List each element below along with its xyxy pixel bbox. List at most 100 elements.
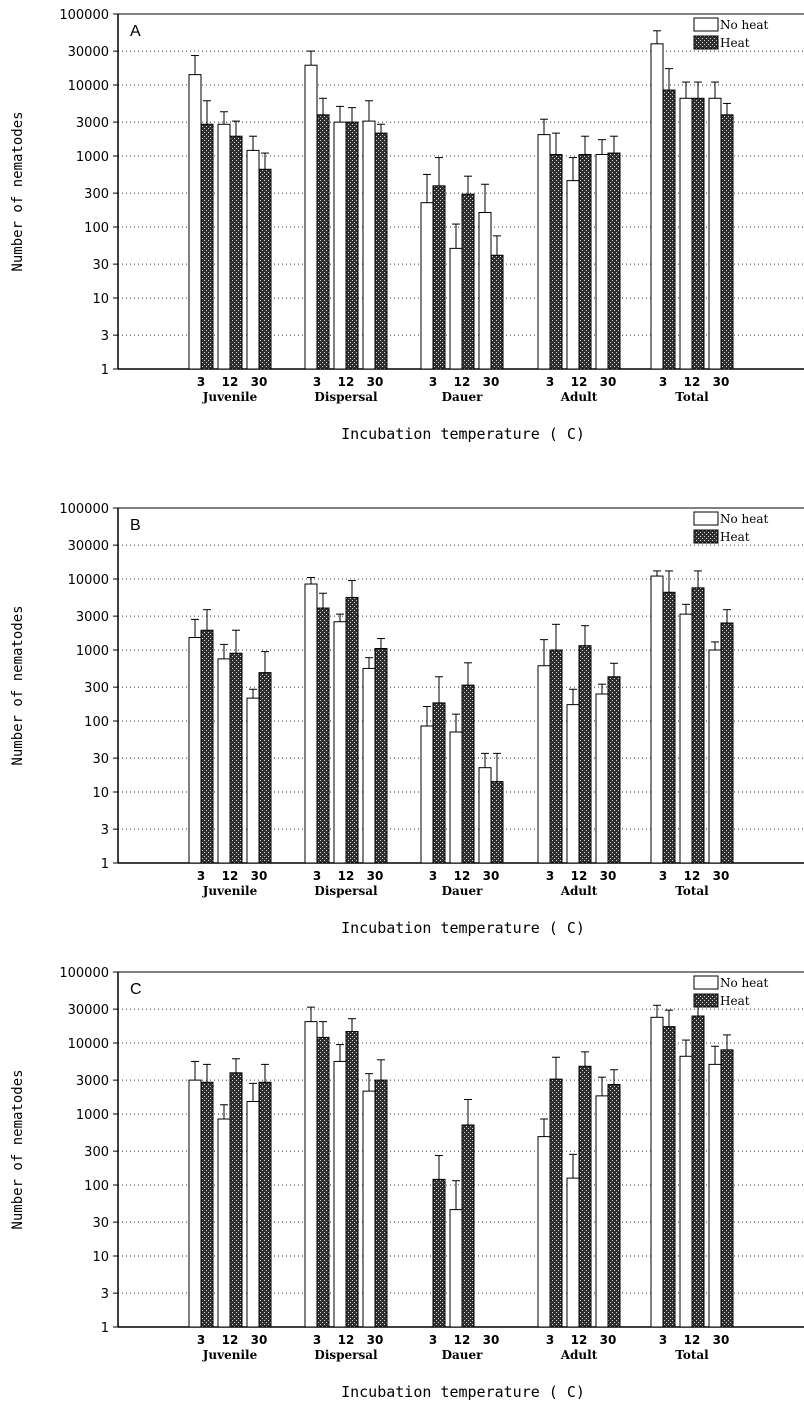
bar-heat-total-12 <box>691 587 705 864</box>
y-tick-label: 10000 <box>68 79 109 94</box>
group-label-adult: Adult <box>560 1348 598 1362</box>
x-tick-label: 3 <box>313 1333 321 1347</box>
bar-no-heat-juvenile-30 <box>246 149 260 370</box>
x-tick-label: 30 <box>600 1333 617 1347</box>
bar-heat-adult-12 <box>578 1065 592 1328</box>
x-tick-label: 30 <box>251 869 268 883</box>
y-tick-label: 1000 <box>76 1108 109 1123</box>
bar-no-heat-juvenile-3 <box>188 636 202 864</box>
x-tick-label: 30 <box>713 1333 730 1347</box>
panel-A: 1 3 10 30 100 300 1000 3000 10000 30000 100000 A 3 12… <box>10 8 804 443</box>
y-tick-label: 30000 <box>68 45 109 60</box>
bar-no-heat-dauer-3 <box>420 725 434 864</box>
legend-label: No heat <box>720 18 769 32</box>
x-tick-label: 30 <box>600 375 617 389</box>
crosshatch-box-icon <box>693 993 719 1008</box>
bar-heat-total-12 <box>691 1015 705 1328</box>
x-tick-label: 3 <box>659 375 667 389</box>
bar-heat-total-3 <box>662 591 676 864</box>
bar-no-heat-dispersal-30 <box>362 120 376 370</box>
bar-heat-adult-12 <box>578 645 592 864</box>
bar-no-heat-adult-3 <box>537 665 551 864</box>
crosshatch-box-icon <box>693 35 719 50</box>
y-tick-label: 10000 <box>68 573 109 588</box>
y-tick-label: 100 <box>84 221 109 236</box>
bar-heat-dispersal-12 <box>345 121 359 370</box>
bar-no-heat-adult-12 <box>566 180 580 370</box>
bar-no-heat-total-3 <box>650 1016 664 1328</box>
x-tick-label: 12 <box>338 869 355 883</box>
group-label-adult: Adult <box>560 884 598 898</box>
group-label-dauer: Dauer <box>442 884 484 898</box>
x-tick-label: 12 <box>222 375 239 389</box>
bar-no-heat-dispersal-12 <box>333 121 347 370</box>
bar-no-heat-dauer-30 <box>478 212 492 370</box>
bar-heat-juvenile-3 <box>200 629 214 864</box>
bar-no-heat-juvenile-30 <box>246 697 260 864</box>
bar-no-heat-adult-12 <box>566 1177 580 1328</box>
bar-no-heat-dispersal-30 <box>362 1090 376 1328</box>
x-tick-label: 30 <box>483 1333 500 1347</box>
panel-B: 1 3 10 30 100 300 1000 3000 10000 30000 100000 B 3 12… <box>10 502 804 937</box>
x-tick-label: 3 <box>197 1333 205 1347</box>
bar-no-heat-dauer-12 <box>449 731 463 864</box>
bar-no-heat-total-30 <box>708 1063 722 1328</box>
bar-no-heat-total-30 <box>708 649 722 864</box>
group-label-total: Total <box>675 884 709 898</box>
bar-no-heat-total-12 <box>679 1055 693 1328</box>
bar-heat-adult-12 <box>578 153 592 370</box>
bar-heat-juvenile-3 <box>200 1081 214 1328</box>
bar-heat-juvenile-30 <box>258 672 272 864</box>
open-box-icon <box>693 975 719 990</box>
x-tick-label: 30 <box>367 1333 384 1347</box>
bar-heat-juvenile-12 <box>229 652 243 864</box>
x-tick-label: 30 <box>367 375 384 389</box>
legend-label: No heat <box>720 512 769 526</box>
y-tick-label: 100000 <box>59 966 109 981</box>
open-box-icon <box>693 17 719 32</box>
legend-label: Heat <box>720 530 750 544</box>
y-tick-label: 10 <box>92 292 109 307</box>
bar-heat-dauer-3 <box>432 1178 446 1328</box>
x-tick-label: 30 <box>483 375 500 389</box>
bar-heat-dispersal-30 <box>374 1079 388 1328</box>
bar-heat-adult-30 <box>607 1084 621 1328</box>
x-tick-label: 3 <box>659 869 667 883</box>
y-tick-label: 100000 <box>59 8 109 23</box>
bar-heat-dispersal-3 <box>316 114 330 370</box>
group-label-total: Total <box>675 1348 709 1362</box>
bar-heat-total-30 <box>720 622 734 864</box>
y-tick-label: 300 <box>84 681 109 696</box>
bar-heat-dispersal-3 <box>316 1036 330 1328</box>
bar-heat-dauer-30 <box>490 781 504 864</box>
panel-label: A <box>130 23 141 40</box>
x-tick-label: 30 <box>713 375 730 389</box>
x-tick-label: 30 <box>713 869 730 883</box>
y-tick-label: 100 <box>84 1179 109 1194</box>
bar-heat-total-30 <box>720 114 734 370</box>
panel-label: B <box>130 517 141 534</box>
bar-no-heat-adult-30 <box>595 693 609 864</box>
x-tick-label: 3 <box>659 1333 667 1347</box>
bar-heat-juvenile-3 <box>200 123 214 370</box>
x-tick-label: 3 <box>429 375 437 389</box>
y-tick-label: 30 <box>92 1216 109 1231</box>
bar-heat-dauer-30 <box>490 254 504 370</box>
bar-heat-juvenile-12 <box>229 135 243 370</box>
x-tick-label: 30 <box>483 869 500 883</box>
bar-no-heat-total-3 <box>650 575 664 864</box>
bar-no-heat-dispersal-3 <box>304 583 318 864</box>
y-tick-label: 30000 <box>68 539 109 554</box>
y-tick-label: 3000 <box>76 610 109 625</box>
legend-label: No heat <box>720 976 769 990</box>
bar-heat-dauer-3 <box>432 702 446 864</box>
x-tick-label: 12 <box>684 1333 701 1347</box>
group-label-juvenile: Juvenile <box>202 884 258 898</box>
y-tick-label: 10 <box>92 1250 109 1265</box>
bar-heat-total-12 <box>691 97 705 370</box>
bar-no-heat-total-12 <box>679 97 693 370</box>
x-tick-label: 30 <box>251 375 268 389</box>
y-tick-label: 10 <box>92 786 109 801</box>
bar-heat-adult-3 <box>549 153 563 370</box>
